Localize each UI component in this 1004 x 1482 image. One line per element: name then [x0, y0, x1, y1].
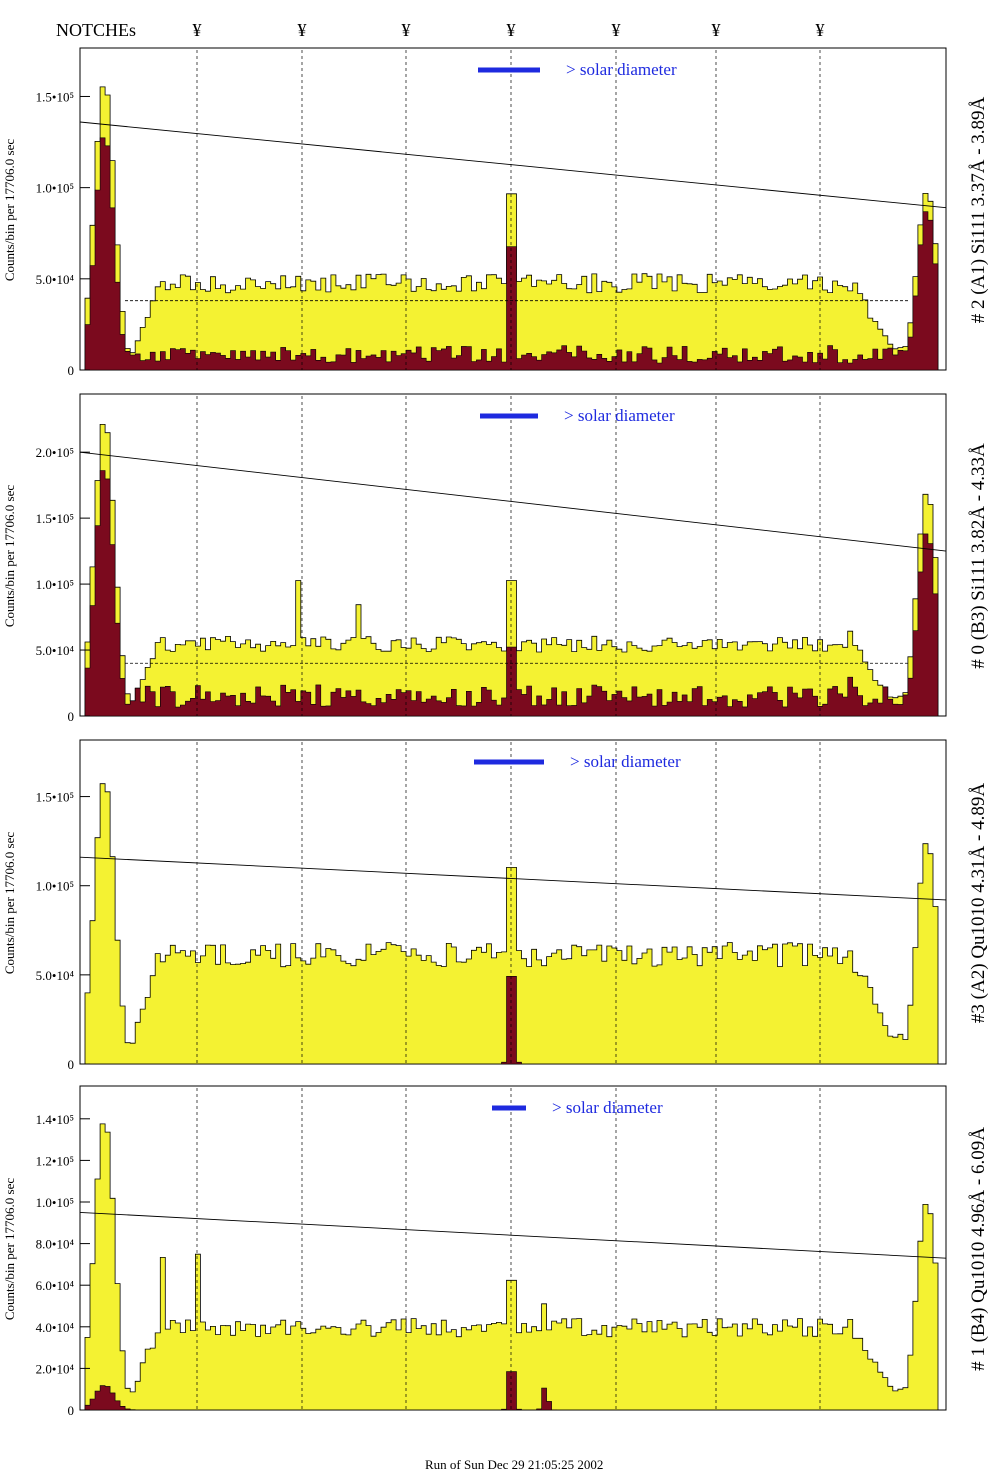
notch-marker-2: ¥ [401, 20, 411, 40]
y-axis-label-0: Counts/bin per 17706.0 sec [2, 139, 17, 281]
ytick-label-3-7: 1.4•10⁵ [36, 1112, 74, 1127]
ytick-label-0-1: 5.0•10⁴ [36, 272, 75, 287]
filtered-counts-histogram-1 [84, 470, 939, 717]
y-axis-label-3: Counts/bin per 17706.0 sec [2, 1178, 17, 1320]
ytick-label-1-0: 0 [68, 709, 75, 724]
panel-label-2: #3 (A2) Qu1010 4.31Å - 4.89Å [968, 783, 989, 1023]
total-counts-histogram-0 [84, 86, 939, 371]
solar-diameter-legend-1: > solar diameter [564, 406, 675, 425]
ytick-label-3-4: 8.0•10⁴ [36, 1237, 75, 1252]
ytick-label-1-4: 2.0•10⁵ [36, 445, 74, 460]
reference-line-1 [79, 451, 947, 552]
filtered-counts-histogram-3 [84, 1371, 938, 1411]
y-axis-label-2: Counts/bin per 17706.0 sec [2, 832, 17, 974]
notch-marker-5: ¥ [711, 20, 721, 40]
ytick-label-1-1: 5.0•10⁴ [36, 643, 75, 658]
ytick-label-3-0: 0 [68, 1403, 75, 1418]
panel-label-1: # 0 (B3) Si111 3.82Å - 4.33Å [968, 443, 989, 669]
ytick-label-0-0: 0 [68, 363, 75, 378]
notch-marker-1: ¥ [297, 20, 307, 40]
notch-marker-0: ¥ [192, 20, 202, 40]
total-counts-histogram-3 [84, 1123, 939, 1411]
reference-line-2 [79, 856, 947, 901]
notch-marker-6: ¥ [815, 20, 825, 40]
solar-diameter-legend-0: > solar diameter [566, 60, 677, 79]
ytick-label-1-2: 1.0•10⁵ [36, 577, 74, 592]
ytick-label-3-2: 4.0•10⁴ [36, 1320, 75, 1335]
total-counts-histogram-1 [84, 424, 939, 717]
ytick-label-2-0: 0 [68, 1057, 75, 1072]
solar-diameter-legend-2: > solar diameter [570, 752, 681, 771]
run-timestamp: Run of Sun Dec 29 21:05:25 2002 [425, 1457, 604, 1472]
ytick-label-1-3: 1.5•10⁵ [36, 511, 74, 526]
ytick-label-3-5: 1.0•10⁵ [36, 1195, 74, 1210]
solar-diameter-legend-3: > solar diameter [552, 1098, 663, 1117]
ytick-label-3-3: 6.0•10⁴ [36, 1278, 75, 1293]
notch-marker-4: ¥ [611, 20, 621, 40]
notch-marker-3: ¥ [506, 20, 516, 40]
ytick-label-0-2: 1.0•10⁵ [36, 181, 74, 196]
ytick-label-2-2: 1.0•10⁵ [36, 879, 74, 894]
reference-line-3 [79, 1211, 947, 1259]
ytick-label-2-3: 1.5•10⁵ [36, 790, 74, 805]
filtered-counts-histogram-0 [84, 137, 939, 371]
y-axis-label-1: Counts/bin per 17706.0 sec [2, 485, 17, 627]
panel-label-0: # 2 (A1) Si111 3.37Å - 3.89Å [968, 96, 989, 323]
notches-label: NOTCHEs [56, 20, 136, 40]
panel-label-3: # 1 (B4) Qu1010 4.96Å - 6.09Å [968, 1127, 989, 1371]
ytick-label-3-1: 2.0•10⁴ [36, 1361, 75, 1376]
ytick-label-3-6: 1.2•10⁵ [36, 1153, 74, 1168]
filtered-counts-histogram-2 [85, 976, 938, 1065]
ytick-label-2-1: 5.0•10⁴ [36, 968, 75, 983]
reference-line-0 [79, 121, 947, 209]
ytick-label-0-3: 1.5•10⁵ [36, 89, 74, 104]
total-counts-histogram-2 [84, 783, 939, 1065]
